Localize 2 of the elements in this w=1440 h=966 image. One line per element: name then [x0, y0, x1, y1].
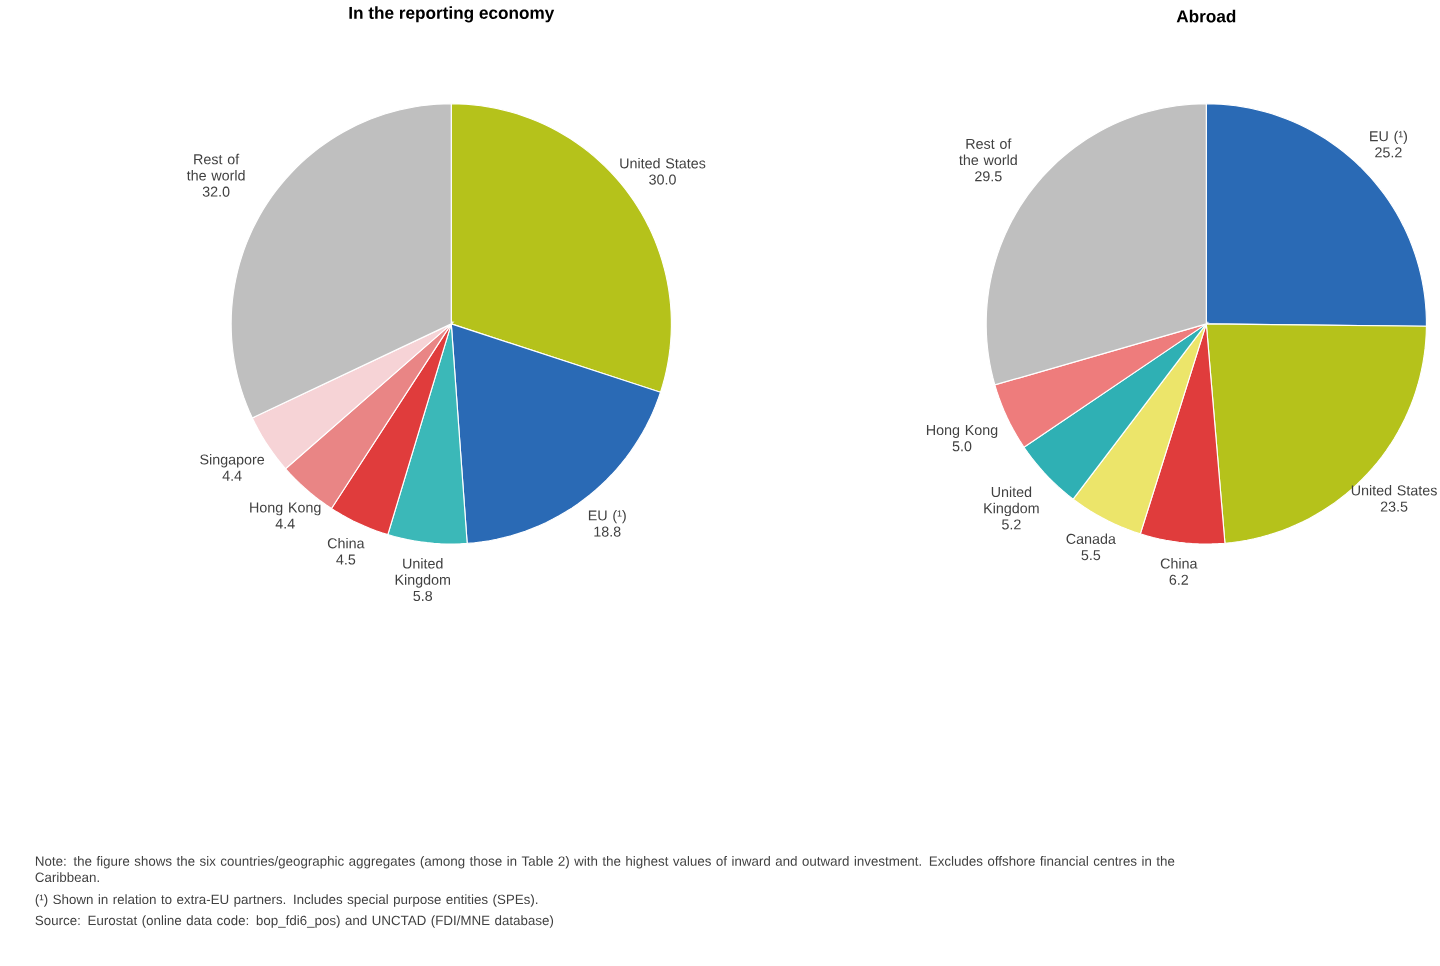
- chart-title: In the reporting economy: [349, 6, 555, 23]
- chart-title: Abroad: [1176, 9, 1236, 23]
